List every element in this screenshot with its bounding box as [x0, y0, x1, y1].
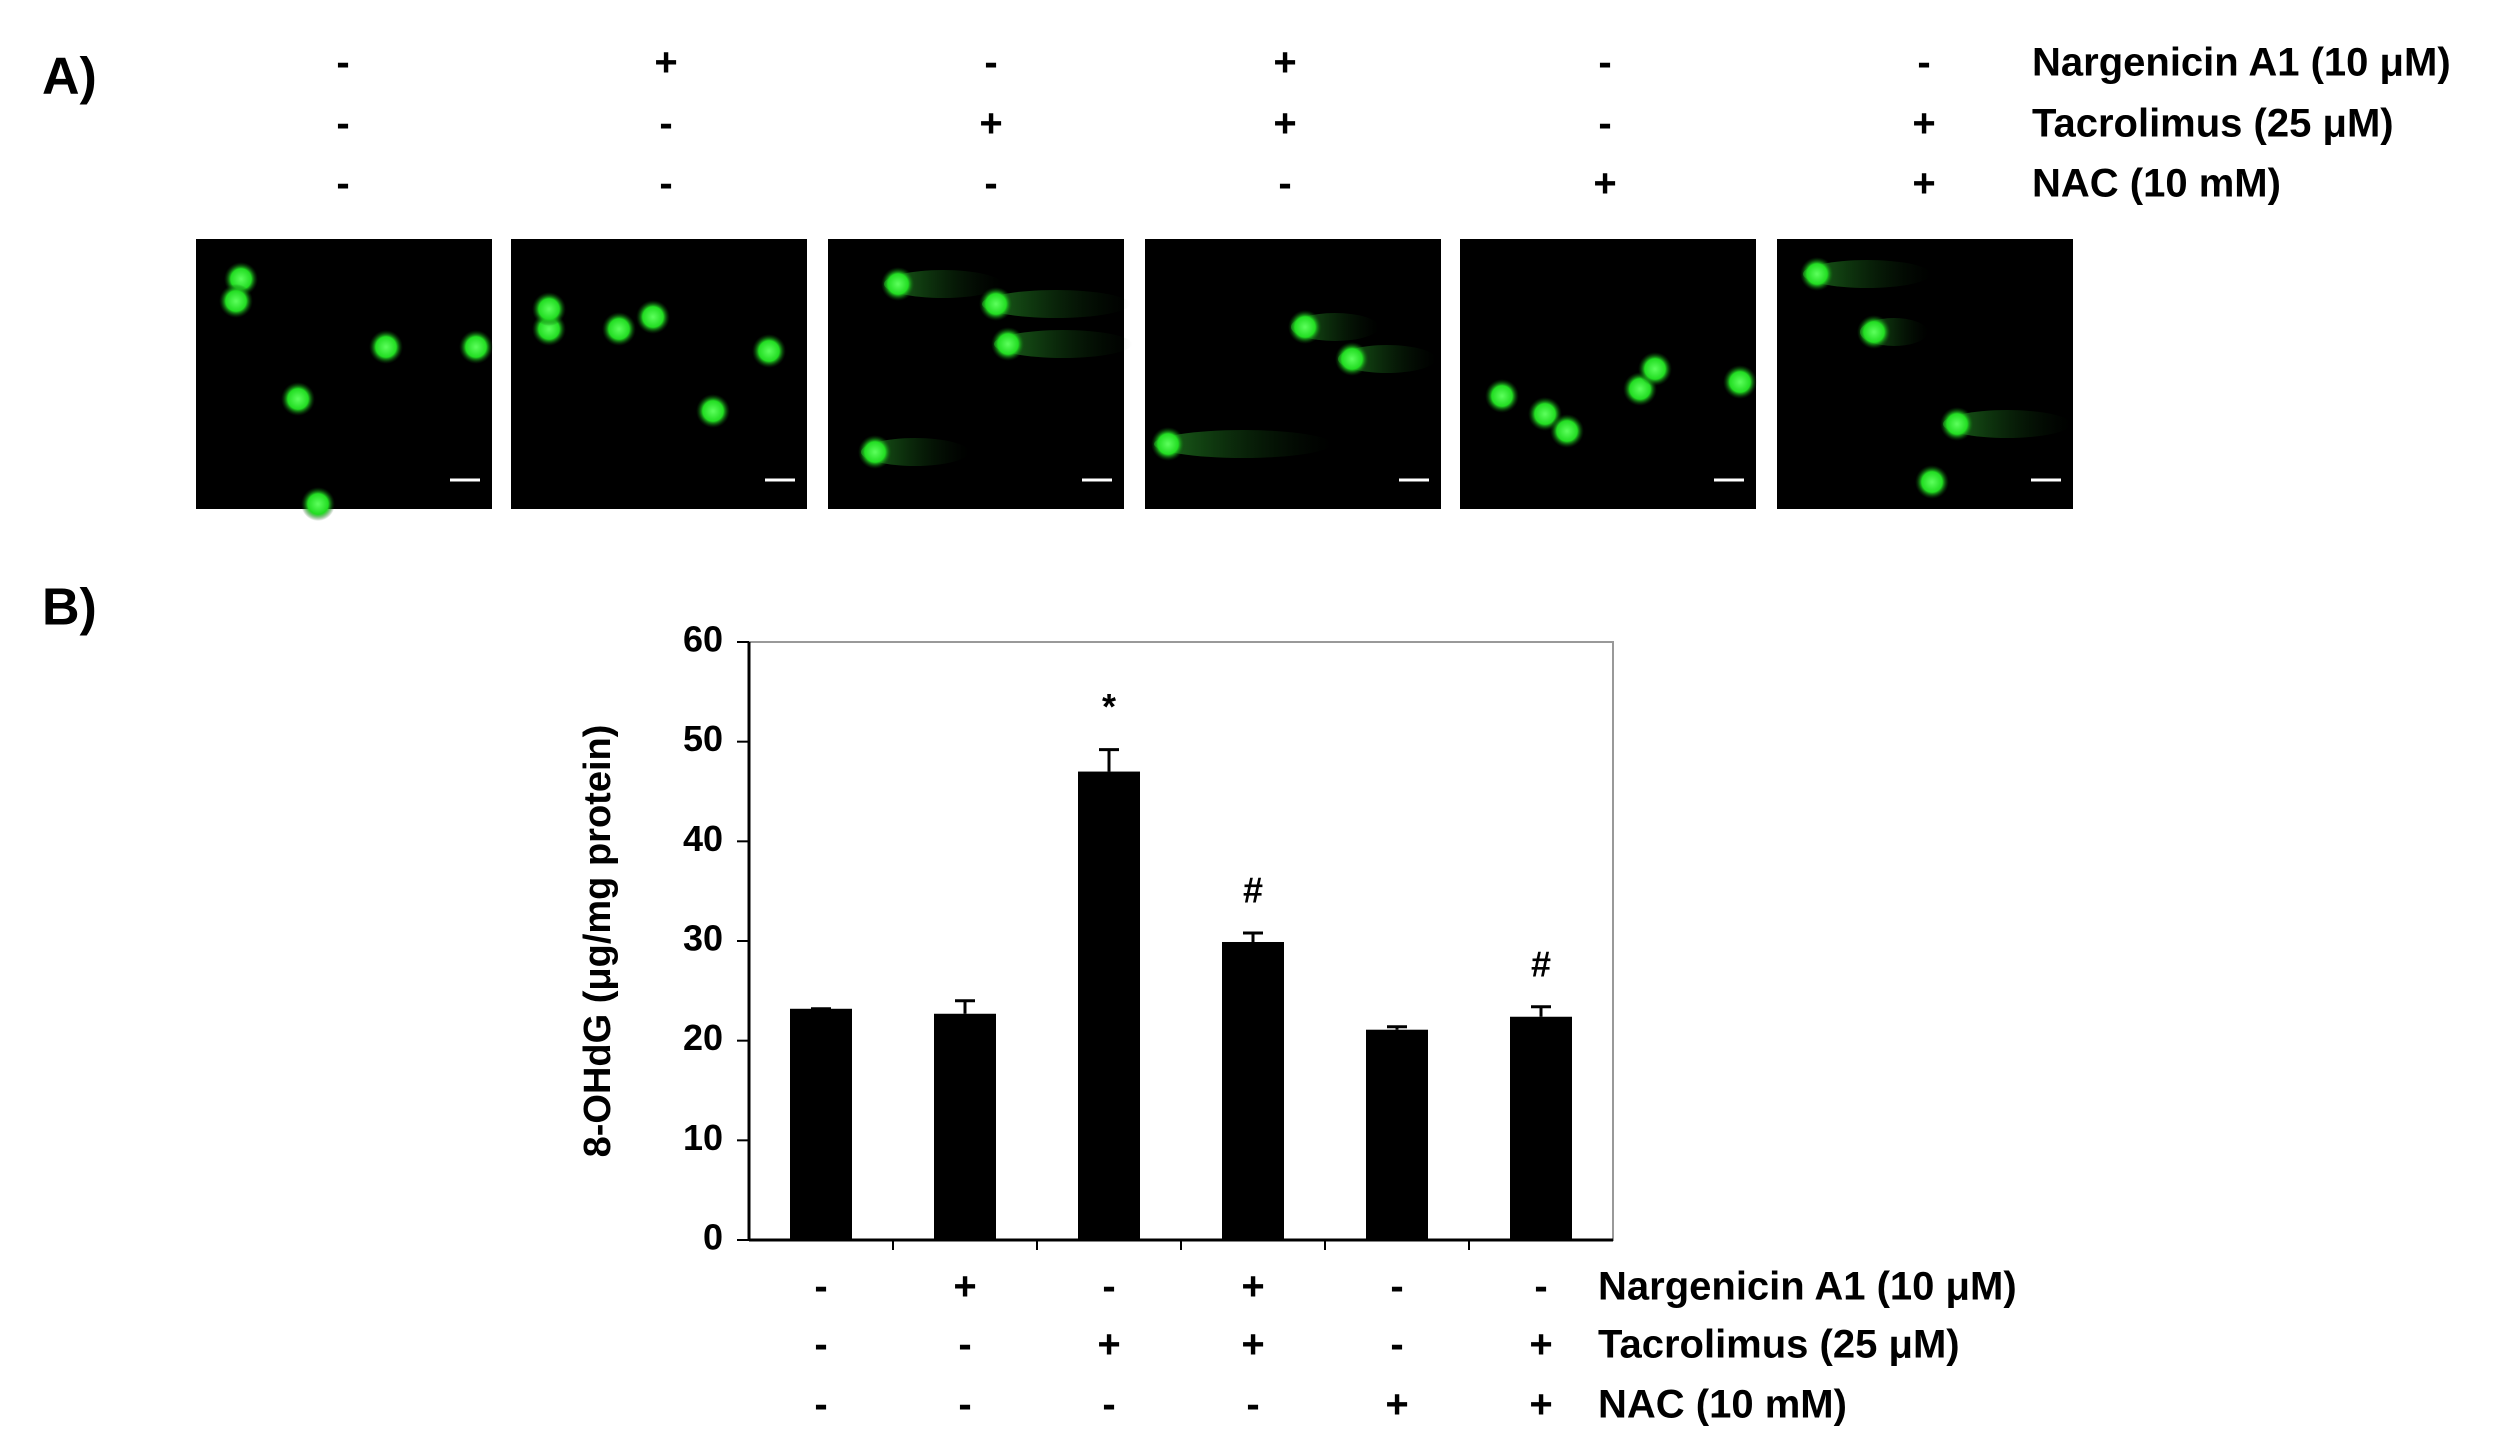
y-tick-label: 20 [683, 1017, 723, 1058]
treatment-sign: - [1598, 41, 1611, 85]
cell-nucleus [1288, 310, 1322, 344]
treatment-name: NAC (10 mM) [2032, 162, 2281, 206]
treatment-sign: + [1273, 102, 1296, 146]
y-axis-label: 8-OHdG (μg/mg protein) [577, 725, 619, 1158]
treatment-name: Tacrolimus (25 μM) [1598, 1323, 1960, 1367]
treatment-sign: + [1273, 41, 1296, 85]
y-tick-label: 0 [703, 1217, 723, 1258]
significance-mark: # [1243, 870, 1263, 911]
cell-nucleus [301, 487, 335, 521]
bar [790, 1008, 852, 1240]
cell-nucleus [752, 334, 786, 368]
treatment-sign: - [958, 1323, 971, 1367]
treatment-sign: - [1534, 1265, 1547, 1309]
bar [1222, 941, 1284, 1240]
treatment-name: NAC (10 mM) [1598, 1383, 1847, 1427]
bar [1078, 771, 1140, 1240]
panel-label: B) [42, 579, 97, 637]
treatment-sign: - [336, 162, 349, 206]
cell-nucleus [1800, 257, 1834, 291]
cell-nucleus [696, 394, 730, 428]
treatment-name: Nargenicin A1 (10 μM) [2032, 41, 2451, 85]
treatment-sign: - [984, 162, 997, 206]
treatment-sign: - [1598, 102, 1611, 146]
treatment-sign: + [979, 102, 1002, 146]
treatment-sign: + [1912, 102, 1935, 146]
significance-mark: * [1102, 686, 1116, 727]
micrograph [1145, 239, 1441, 509]
cell-nucleus [881, 267, 915, 301]
cell-nucleus [991, 327, 1025, 361]
micrograph [511, 239, 807, 509]
comet-tail [1943, 410, 2071, 438]
cell-nucleus [602, 312, 636, 346]
treatment-sign: + [1912, 162, 1935, 206]
treatment-sign: + [1241, 1265, 1264, 1309]
cell-nucleus [858, 435, 892, 469]
comet-tail [884, 270, 1002, 298]
comet-tail [1803, 260, 1931, 288]
treatment-sign: - [336, 41, 349, 85]
comet-tail [1154, 430, 1332, 458]
cell-nucleus [1550, 414, 1584, 448]
comet-tail [994, 330, 1132, 358]
treatment-sign: + [1593, 162, 1616, 206]
bar [1510, 1016, 1572, 1240]
significance-mark: # [1531, 943, 1551, 984]
plot-frame [748, 641, 1614, 1241]
cell-nucleus [1151, 427, 1185, 461]
treatment-sign: + [1385, 1383, 1408, 1427]
treatment-sign: - [1278, 162, 1291, 206]
cell-nucleus [281, 382, 315, 416]
treatment-sign: - [659, 162, 672, 206]
y-tick-label: 60 [683, 619, 723, 660]
treatment-sign: - [814, 1383, 827, 1427]
treatment-sign: - [814, 1265, 827, 1309]
treatment-name: Tacrolimus (25 μM) [2032, 102, 2394, 146]
treatment-sign: - [1246, 1383, 1259, 1427]
micrograph [1460, 239, 1756, 509]
treatment-sign: - [1390, 1323, 1403, 1367]
treatment-sign: + [1097, 1323, 1120, 1367]
cell-nucleus [1335, 342, 1369, 376]
treatment-sign: + [1529, 1323, 1552, 1367]
y-tick-label: 30 [683, 918, 723, 959]
cell-nucleus [636, 300, 670, 334]
treatment-sign: + [953, 1265, 976, 1309]
y-tick-label: 50 [683, 718, 723, 759]
cell-nucleus [1723, 365, 1757, 399]
treatment-sign: - [814, 1323, 827, 1367]
cell-nucleus [1915, 465, 1949, 499]
treatment-sign: - [1917, 41, 1930, 85]
cell-nucleus [219, 284, 253, 318]
treatment-sign: - [958, 1383, 971, 1427]
treatment-sign: - [984, 41, 997, 85]
panel-label: A) [42, 48, 97, 106]
bar [1366, 1029, 1428, 1240]
cell-nucleus [459, 330, 493, 364]
cell-nucleus [979, 287, 1013, 321]
bar [934, 1013, 996, 1240]
treatment-sign: - [1102, 1383, 1115, 1427]
treatment-sign: + [1529, 1383, 1552, 1427]
cell-nucleus [1940, 407, 1974, 441]
cell-nucleus [532, 292, 566, 326]
treatment-sign: - [1102, 1265, 1115, 1309]
treatment-sign: - [1390, 1265, 1403, 1309]
comet-tail [982, 290, 1130, 318]
cell-nucleus [1638, 352, 1672, 386]
treatment-sign: - [659, 102, 672, 146]
treatment-name: Nargenicin A1 (10 μM) [1598, 1265, 2017, 1309]
cell-nucleus [1857, 315, 1891, 349]
cell-nucleus [1485, 379, 1519, 413]
y-tick-label: 10 [683, 1117, 723, 1158]
cell-nucleus [369, 330, 403, 364]
treatment-sign: - [336, 102, 349, 146]
treatment-sign: + [1241, 1323, 1264, 1367]
y-tick-label: 40 [683, 818, 723, 859]
treatment-sign: + [654, 41, 677, 85]
